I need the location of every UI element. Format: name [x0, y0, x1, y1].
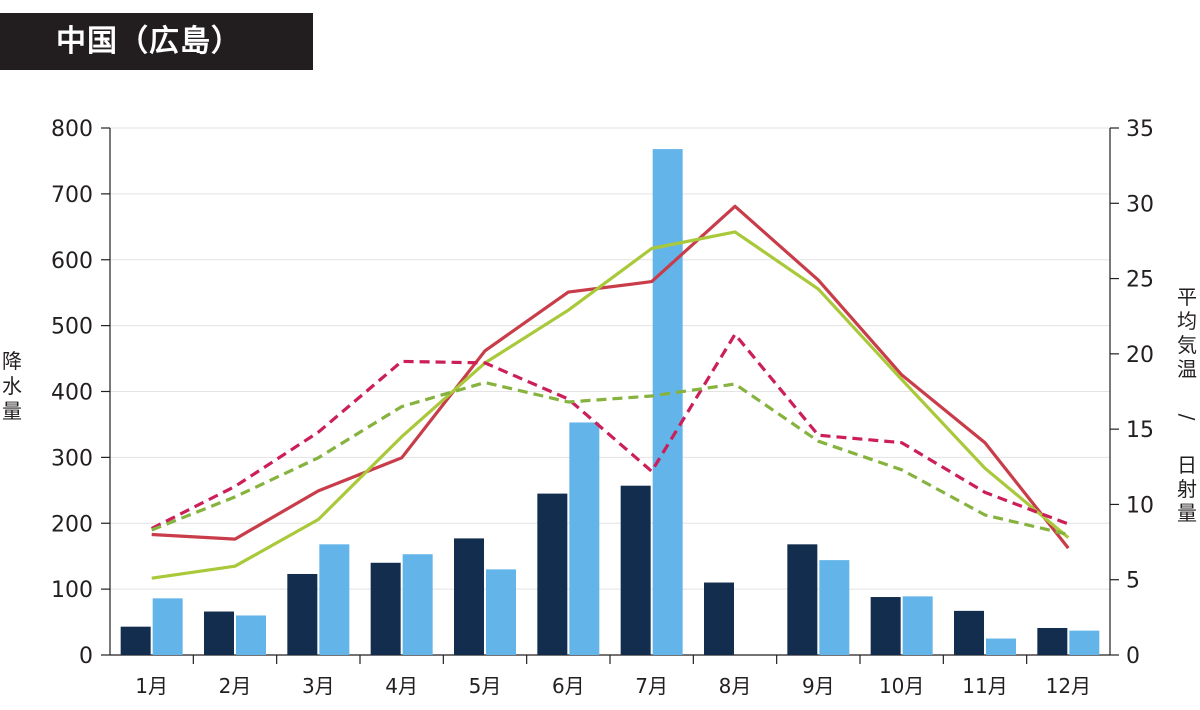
- x-tick-label: 1月: [135, 674, 168, 698]
- left-tick-label: 300: [51, 446, 93, 471]
- x-tick-label: 10月: [879, 674, 924, 698]
- bar-series-2: [319, 544, 350, 655]
- bar-series-2: [986, 638, 1016, 655]
- bars: [120, 149, 1100, 655]
- x-tick-label: 12月: [1046, 674, 1091, 698]
- x-tick-label: 11月: [962, 674, 1007, 698]
- left-tick-label: 800: [51, 117, 93, 142]
- axes: [101, 127, 1119, 664]
- right-tick-label: 35: [1126, 117, 1154, 142]
- right-tick-label: 15: [1126, 418, 1154, 443]
- svg-text:日: 日: [1177, 453, 1197, 477]
- svg-text:/: /: [1175, 414, 1199, 421]
- lines: [150, 204, 1070, 580]
- tick-labels: 0 100 200 300 400 500 600 700 800 0 5 10 15 20 25 30 35 1…: [2, 117, 1199, 698]
- bar-series-1: [870, 597, 901, 655]
- x-tick-label: 7月: [635, 674, 668, 698]
- svg-text:平: 平: [1177, 285, 1197, 309]
- bar-series-2: [902, 596, 933, 655]
- bar-series-2: [819, 560, 850, 655]
- bar-series-1: [287, 573, 318, 655]
- left-tick-label: 100: [51, 578, 93, 603]
- x-tick-label: 5月: [469, 674, 502, 698]
- x-tick-label: 2月: [219, 674, 252, 698]
- right-tick-label: 0: [1126, 644, 1140, 669]
- title-banner: 中国（広島）: [0, 13, 313, 70]
- bar-series-1: [954, 610, 984, 655]
- gridlines: [110, 127, 1110, 590]
- bar-series-1: [620, 485, 651, 655]
- left-tick-label: 600: [51, 249, 93, 274]
- left-tick-label: 500: [51, 315, 93, 340]
- bar-series-1: [204, 611, 234, 655]
- right-tick-label: 30: [1126, 192, 1154, 217]
- right-tick-label: 20: [1126, 343, 1154, 368]
- bar-series-2: [1069, 630, 1100, 655]
- svg-text:射: 射: [1177, 477, 1197, 501]
- left-tick-label: 200: [51, 512, 93, 537]
- left-tick-label: 0: [79, 644, 93, 669]
- bar-series-1: [370, 562, 401, 655]
- x-tick-label: 3月: [302, 674, 335, 698]
- line-series-1: [151, 204, 1070, 550]
- x-tick-label: 6月: [552, 674, 585, 698]
- right-tick-label: 25: [1126, 268, 1154, 293]
- line-series-2: [151, 230, 1070, 580]
- bar-series-2: [652, 149, 683, 655]
- bar-series-2: [486, 569, 516, 655]
- line-series-4: [151, 380, 1069, 537]
- svg-text:量: 量: [1177, 501, 1197, 525]
- svg-text:量: 量: [2, 399, 22, 423]
- svg-text:降: 降: [2, 349, 22, 373]
- chart-title: 中国（広島）: [56, 24, 242, 59]
- line-series-3: [150, 332, 1069, 530]
- bar-series-1: [704, 582, 734, 655]
- left-tick-label: 400: [51, 381, 93, 406]
- bar-series-1: [454, 538, 484, 655]
- bar-series-2: [152, 598, 183, 655]
- svg-text:水: 水: [2, 374, 22, 398]
- svg-text:均: 均: [1177, 309, 1197, 333]
- bar-series-2: [402, 554, 433, 655]
- x-tick-label: 4月: [385, 674, 418, 698]
- right-tick-label: 5: [1126, 569, 1140, 594]
- x-tick-label: 8月: [719, 674, 752, 698]
- bar-series-2: [236, 615, 266, 655]
- left-tick-label: 700: [51, 183, 93, 208]
- right-tick-label: 10: [1126, 493, 1154, 518]
- svg-text:温: 温: [1177, 357, 1197, 381]
- left-axis-label: 降水量: [2, 349, 22, 423]
- bar-series-2: [569, 422, 600, 655]
- svg-text:気: 気: [1177, 333, 1197, 357]
- bar-series-1: [537, 493, 568, 655]
- bar-series-1: [787, 544, 818, 655]
- bar-series-1: [1037, 627, 1068, 655]
- bar-series-1: [120, 626, 151, 655]
- x-tick-label: 9月: [802, 674, 835, 698]
